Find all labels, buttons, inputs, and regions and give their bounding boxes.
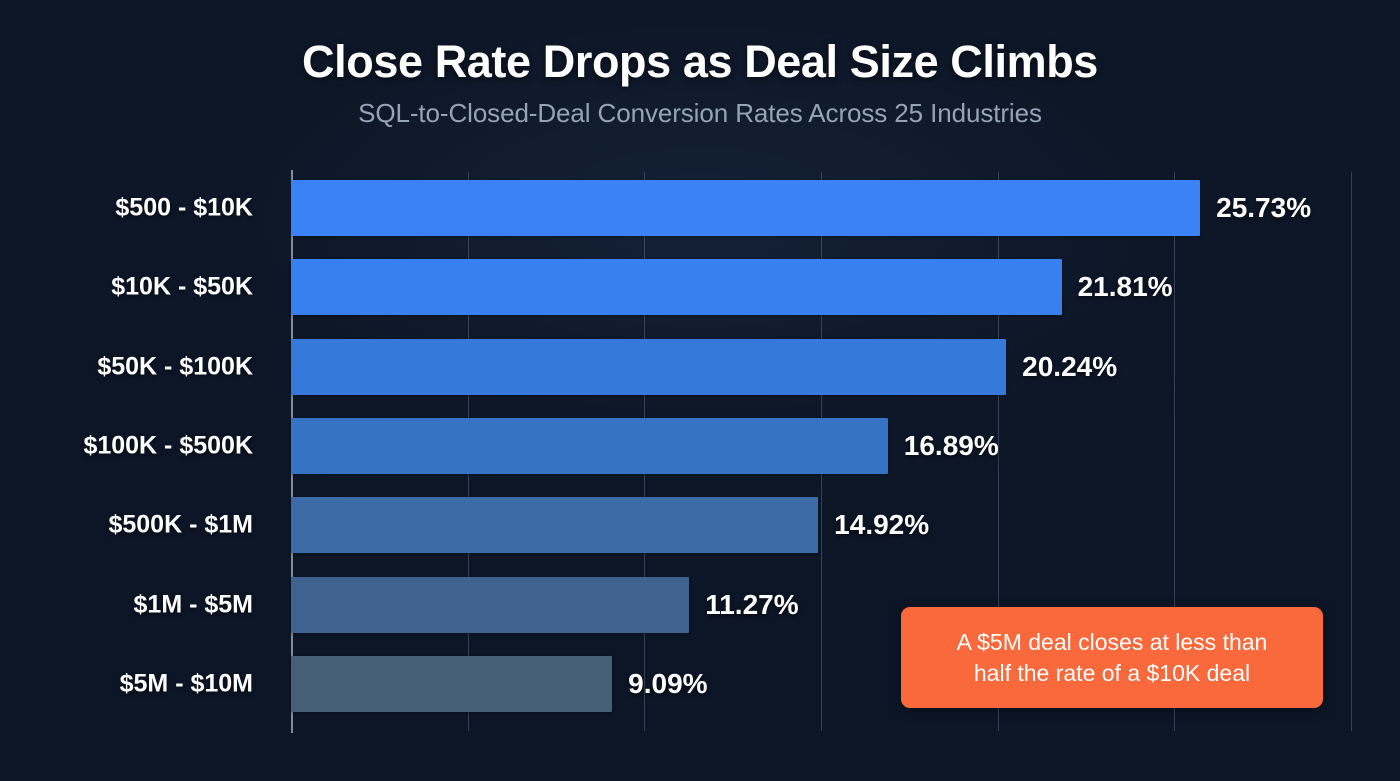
bar-value-label: 11.27% [705,588,799,620]
bar-row[interactable]: $500K - $1M 14.92% [108,497,1351,554]
y-axis-tick-label: $50K - $100K [97,352,253,381]
page-title: Close Rate Drops as Deal Size Climbs [302,36,1098,87]
chart-header: Close Rate Drops as Deal Size Climbs SQL… [0,36,1400,128]
y-axis-tick-label-wrap: $1M - $5M [0,577,272,633]
bar[interactable] [291,417,888,474]
bar[interactable] [291,497,819,554]
plot-area: $500 - $10K 25.73% $10K - $50K 21.81% $50K -… [83,172,1352,731]
bar[interactable] [291,655,613,712]
bar[interactable] [291,180,1201,236]
y-axis-tick-label: $500K - $1M [108,510,253,539]
bar-value-label: 9.09% [628,667,708,699]
bar-value-label: 25.73% [1216,192,1312,223]
gridline [1351,172,1352,731]
y-axis-tick-label-wrap: $500 - $10K [0,180,272,236]
annotation-callout: A $5M deal closes at less than half the … [901,607,1323,708]
y-axis-tick-label: $5M - $10M [119,669,253,698]
y-axis-tick-label-wrap: $500K - $1M [0,497,272,553]
bar-row[interactable]: $500 - $10K 25.73% [115,180,1351,236]
bar-row[interactable]: $100K - $500K 16.89% [83,417,1351,474]
bar-value-label: 16.89% [903,429,999,461]
y-axis-tick-label-wrap: $50K - $100K [0,339,272,395]
bar-row[interactable]: $10K - $50K 21.81% [111,259,1351,316]
y-axis-tick-label: $100K - $500K [83,431,253,460]
bar-value-label: 14.92% [834,509,930,541]
bar-row[interactable]: $50K - $100K 20.24% [97,338,1351,395]
y-axis-tick-label: $10K - $50K [111,272,253,301]
annotation-text: A $5M deal closes at less than half the … [956,628,1268,686]
bar[interactable] [291,338,1007,395]
chart-subtitle: SQL-to-Closed-Deal Conversion Rates Acro… [358,97,1042,128]
bar-value-label: 21.81% [1077,271,1173,303]
y-axis-tick-label-wrap: $100K - $500K [0,418,272,474]
y-axis-tick-label: $1M - $5M [133,590,253,618]
bar[interactable] [291,259,1062,316]
gridline [997,172,999,731]
gridline [1174,172,1176,731]
bar[interactable] [291,576,690,633]
bar-row[interactable]: $5M - $10M 9.09% [120,655,1351,712]
y-axis-tick-label-wrap: $5M - $10M [0,656,272,712]
bar-value-label: 20.24% [1022,350,1118,382]
bar-row[interactable]: $1M - $5M 11.27% [134,576,1351,633]
y-axis-tick-label-wrap: $10K - $50K [0,259,272,315]
y-axis-tick-label: $500 - $10K [115,193,253,222]
